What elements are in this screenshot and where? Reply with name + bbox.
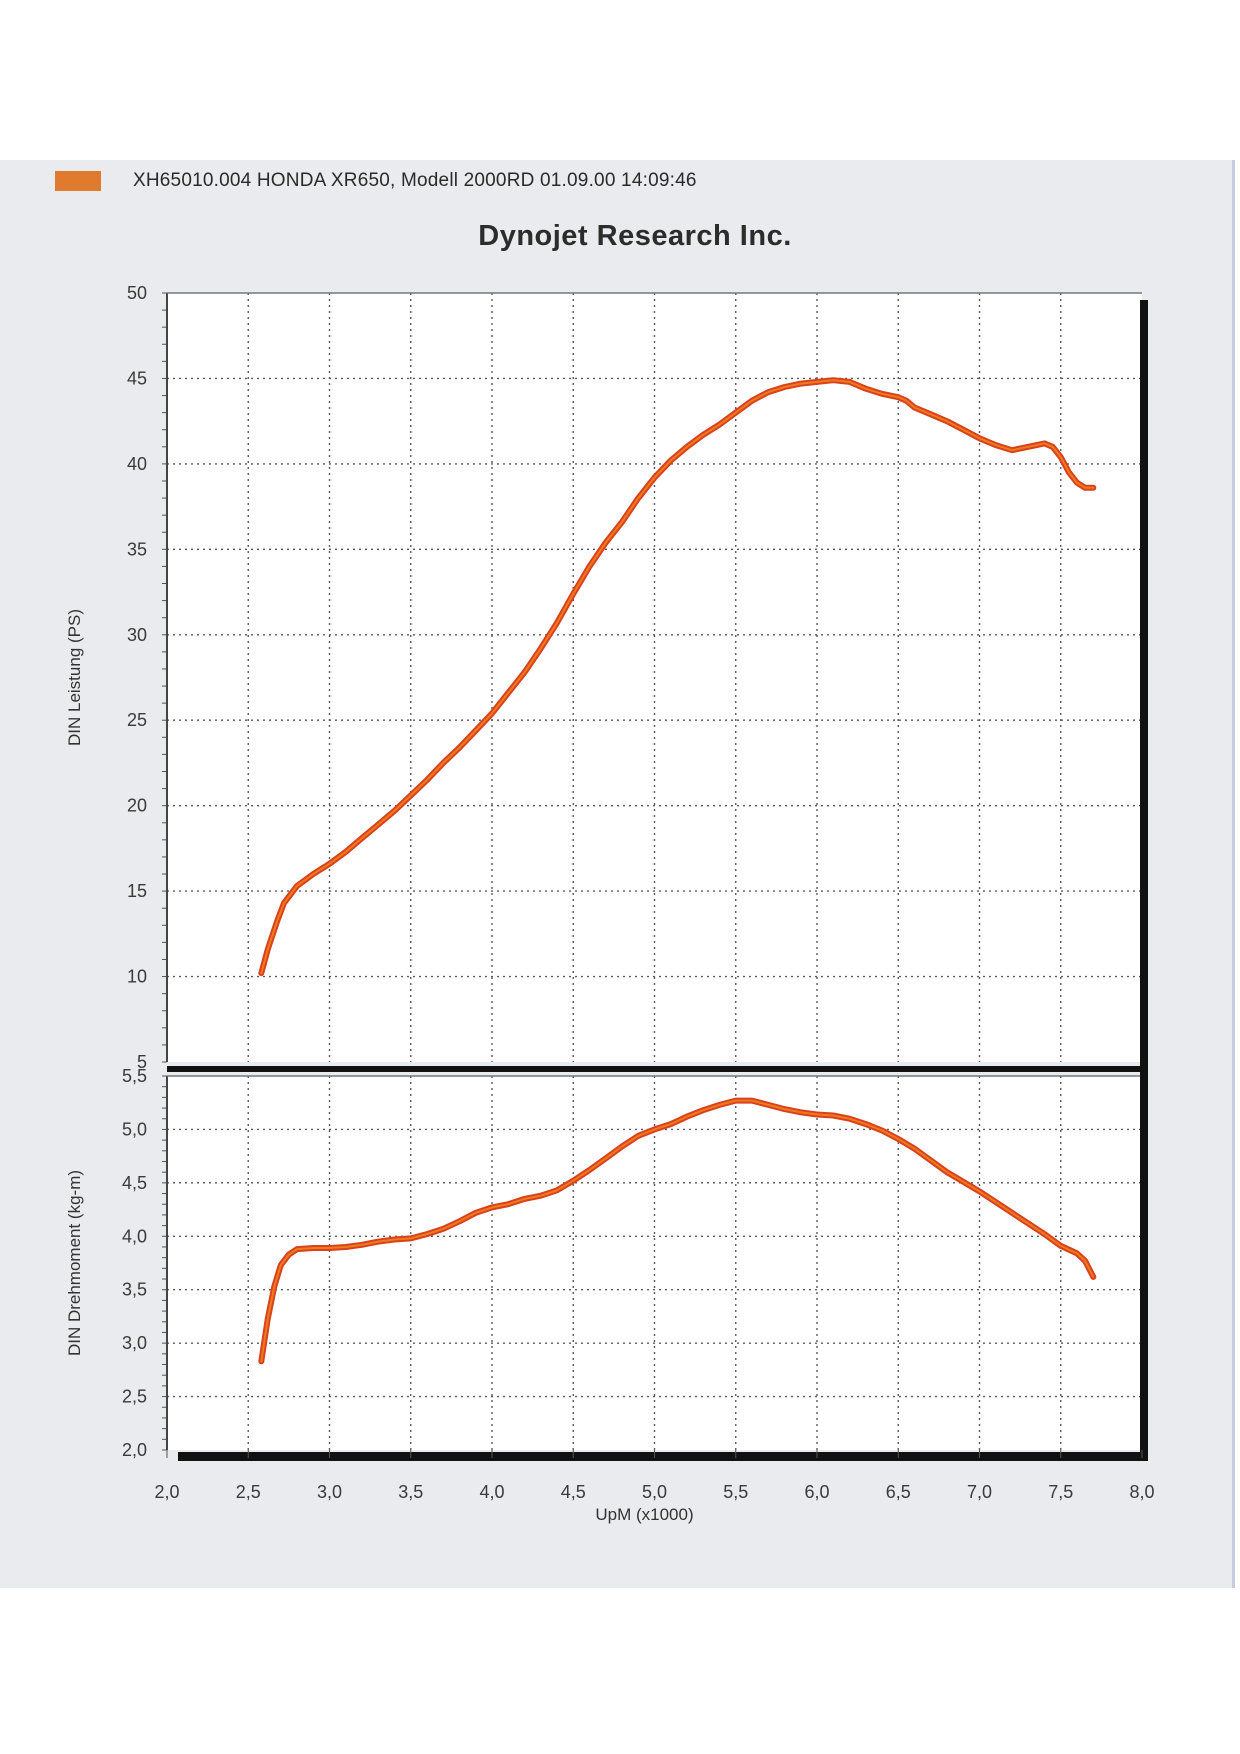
torque-curve-highlight [260, 1099, 1095, 1363]
power-y-axis-label: DIN Leistung (PS) [65, 609, 84, 746]
legend-text: XH65010.004 HONDA XR650, Modell 2000RD 0… [133, 170, 697, 191]
x-tick-label: 7,0 [967, 1482, 992, 1502]
legend: XH65010.004 HONDA XR650, Modell 2000RD 0… [55, 170, 697, 192]
torque-y-tick-label: 3,0 [122, 1333, 147, 1353]
x-tick-label: 3,5 [398, 1482, 423, 1502]
x-tick-label: 2,0 [154, 1482, 179, 1502]
power-y-tick-label: 10 [127, 967, 147, 987]
torque-y-tick-label: 3,5 [122, 1280, 147, 1300]
x-tick-label: 8,0 [1129, 1482, 1154, 1502]
x-tick-label: 4,5 [561, 1482, 586, 1502]
power-y-tick-label: 25 [127, 710, 147, 730]
power-y-tick-label: 20 [127, 796, 147, 816]
x-tick-label: 6,5 [886, 1482, 911, 1502]
legend-swatch [55, 171, 101, 191]
x-axis-label: UpM (x1000) [595, 1505, 693, 1524]
x-tick-label: 3,0 [317, 1482, 342, 1502]
plot-bottom-border [178, 1452, 1148, 1461]
power-y-tick-label: 45 [127, 368, 147, 388]
x-tick-label: 4,0 [479, 1482, 504, 1502]
x-tick-label: 5,0 [642, 1482, 667, 1502]
torque-y-tick-label: 2,5 [122, 1387, 147, 1407]
power-y-tick-label: 5 [137, 1052, 147, 1072]
x-tick-label: 6,0 [804, 1482, 829, 1502]
torque-y-tick-label: 4,0 [122, 1226, 147, 1246]
plot-right-border [1140, 300, 1148, 1460]
torque-y-tick-label: 2,0 [122, 1440, 147, 1460]
power-y-tick-label: 15 [127, 881, 147, 901]
power-y-tick-label: 30 [127, 625, 147, 645]
power-y-tick-label: 50 [127, 283, 147, 303]
panel-divider [167, 1066, 1148, 1072]
x-tick-label: 2,5 [236, 1482, 261, 1502]
torque-y-axis-label: DIN Drehmoment (kg-m) [65, 1170, 84, 1356]
power-curve-highlight [260, 379, 1095, 975]
x-tick-label: 7,5 [1048, 1482, 1073, 1502]
power-y-tick-label: 40 [127, 454, 147, 474]
torque-y-tick-label: 5,0 [122, 1119, 147, 1139]
x-tick-label: 5,5 [723, 1482, 748, 1502]
chart-title: Dynojet Research Inc. [478, 220, 792, 252]
power-y-tick-label: 35 [127, 539, 147, 559]
torque-y-tick-label: 5,5 [122, 1066, 147, 1086]
torque-y-tick-label: 4,5 [122, 1173, 147, 1193]
